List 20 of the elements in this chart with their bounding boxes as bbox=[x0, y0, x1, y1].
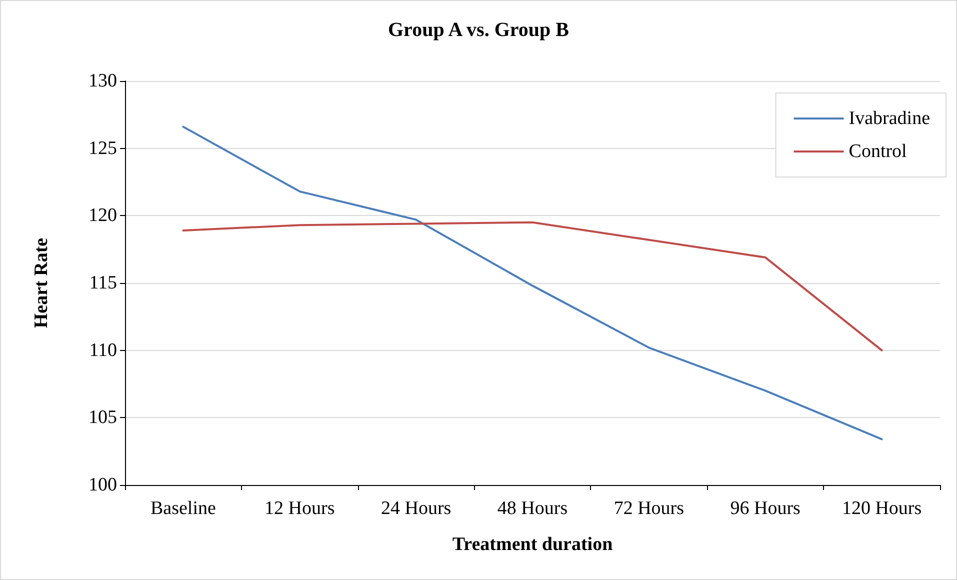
x-tick-label: 72 Hours bbox=[614, 498, 684, 519]
chart-title: Group A vs. Group B bbox=[388, 19, 569, 41]
y-tick-label: 100 bbox=[88, 474, 117, 496]
y-tick-label: 115 bbox=[89, 272, 117, 294]
x-tick-label: 12 Hours bbox=[264, 498, 335, 519]
y-tick-label: 110 bbox=[89, 340, 117, 361]
y-tick-label: 130 bbox=[88, 70, 117, 92]
x-tick-label: 96 Hours bbox=[730, 498, 800, 519]
y-tick-label: 120 bbox=[88, 205, 117, 226]
x-tick-label: 48 Hours bbox=[497, 498, 568, 519]
y-tick-label: 125 bbox=[88, 138, 117, 159]
legend-label: Control bbox=[848, 141, 907, 162]
line-series bbox=[182, 221, 883, 352]
x-tick-label: 24 Hours bbox=[380, 498, 452, 519]
x-tick-label: Baseline bbox=[150, 498, 216, 519]
x-tick-label: 120 Hours bbox=[842, 498, 922, 519]
x-axis-title: Treatment duration bbox=[452, 534, 614, 555]
y-axis-title: Heart Rate bbox=[31, 238, 52, 328]
legend-label: Ivabradine bbox=[848, 108, 930, 129]
y-tick-label: 105 bbox=[88, 407, 117, 428]
